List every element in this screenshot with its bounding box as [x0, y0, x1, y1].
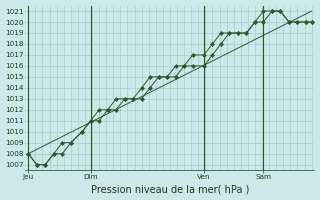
X-axis label: Pression niveau de la mer( hPa ): Pression niveau de la mer( hPa ) [91, 184, 249, 194]
